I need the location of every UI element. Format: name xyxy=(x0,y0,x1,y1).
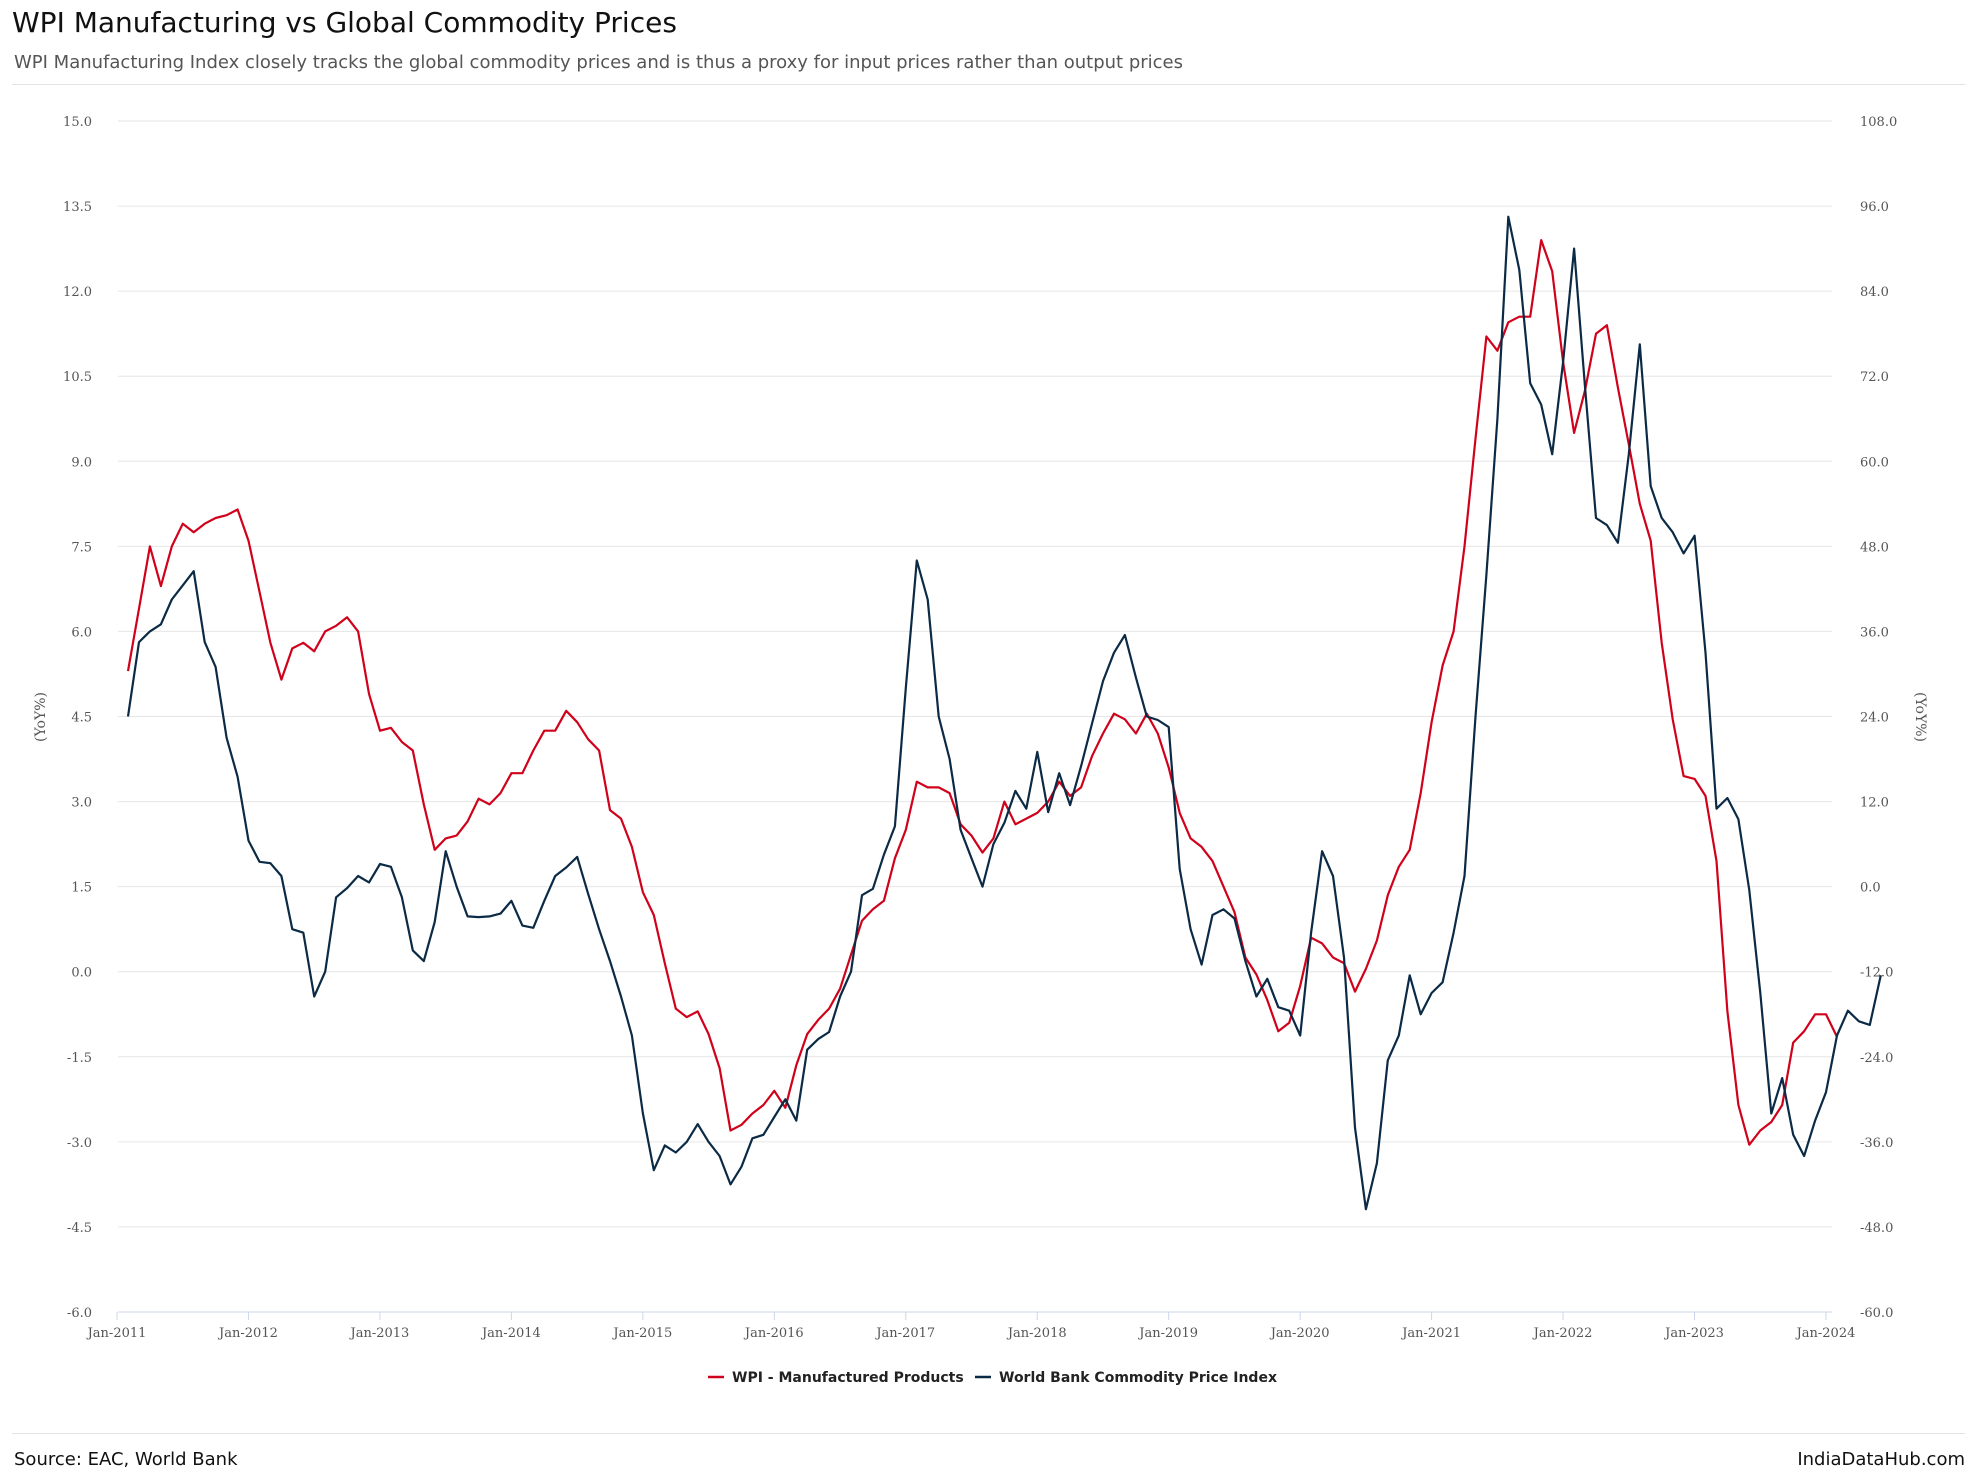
left-tick-label: -4.5 xyxy=(67,1221,92,1236)
source-note: Source: EAC, World Bank xyxy=(14,1449,238,1470)
legend-label-wpi: WPI - Manufactured Products xyxy=(732,1370,964,1386)
series-lines xyxy=(126,215,1882,1211)
right-tick-label: 72.0 xyxy=(1860,370,1889,385)
left-axis-title: (YoY%) xyxy=(33,692,49,742)
left-axis-ticks: 15.0 13.5 12.0 10.5 9.0 7.5 6.0 4.5 3.0 1.5 0.0 -1.… xyxy=(63,115,92,1321)
right-tick-label: 24.0 xyxy=(1860,711,1889,726)
series-line-wpi xyxy=(126,239,1838,1146)
left-tick-label: 3.0 xyxy=(71,796,92,811)
right-tick-label: 96.0 xyxy=(1860,200,1889,215)
left-tick-label: -3.0 xyxy=(67,1136,92,1151)
brand-link[interactable]: IndiaDataHub.com xyxy=(1797,1449,1965,1470)
right-tick-label: -24.0 xyxy=(1860,1051,1893,1066)
legend: WPI - Manufactured Products World Bank Co… xyxy=(708,1370,1277,1386)
right-tick-label: 60.0 xyxy=(1860,455,1889,470)
left-tick-label: 13.5 xyxy=(63,200,92,215)
series-line-commodity xyxy=(126,215,1882,1211)
left-tick-label: -6.0 xyxy=(67,1306,92,1321)
x-tick-label: Jan-2019 xyxy=(1137,1326,1198,1341)
x-tick-label: Jan-2022 xyxy=(1532,1326,1593,1341)
right-tick-label: -60.0 xyxy=(1860,1306,1893,1321)
left-tick-label: 1.5 xyxy=(71,881,92,896)
x-tick-label: Jan-2020 xyxy=(1269,1326,1330,1341)
right-tick-label: -36.0 xyxy=(1860,1136,1893,1151)
right-axis-ticks: 108.0 96.0 84.0 72.0 60.0 48.0 36.0 24.0 12.0 0.0… xyxy=(1860,115,1897,1321)
left-tick-label: -1.5 xyxy=(67,1051,92,1066)
right-tick-label: 36.0 xyxy=(1860,625,1889,640)
chart-subtitle: WPI Manufacturing Index closely tracks t… xyxy=(14,52,1183,73)
left-tick-label: 15.0 xyxy=(63,115,92,130)
right-tick-label: -12.0 xyxy=(1860,966,1893,981)
x-tick-label: Jan-2018 xyxy=(1006,1326,1067,1341)
x-tick-label: Jan-2012 xyxy=(217,1326,278,1341)
right-tick-label: 0.0 xyxy=(1860,881,1881,896)
x-tick-label: Jan-2024 xyxy=(1795,1326,1856,1341)
footer-divider xyxy=(12,1433,1965,1434)
header-divider xyxy=(12,84,1965,85)
x-tick-label: Jan-2013 xyxy=(349,1326,410,1341)
gridlines xyxy=(118,120,1832,1313)
right-tick-label: 12.0 xyxy=(1860,796,1889,811)
left-tick-label: 0.0 xyxy=(71,966,92,981)
left-tick-label: 10.5 xyxy=(63,370,92,385)
x-tick-label: Jan-2021 xyxy=(1400,1326,1461,1341)
x-tick-label: Jan-2016 xyxy=(743,1326,804,1341)
right-axis-title: (YoY%) xyxy=(1912,692,1928,742)
x-tick-label: Jan-2023 xyxy=(1663,1326,1724,1341)
right-tick-label: -48.0 xyxy=(1860,1221,1893,1236)
legend-item-wpi[interactable]: WPI - Manufactured Products xyxy=(708,1370,964,1386)
right-tick-label: 84.0 xyxy=(1860,285,1889,300)
left-tick-label: 9.0 xyxy=(71,455,92,470)
right-tick-label: 108.0 xyxy=(1860,115,1897,130)
legend-label-commodity: World Bank Commodity Price Index xyxy=(999,1370,1277,1386)
chart-title: WPI Manufacturing vs Global Commodity Pr… xyxy=(12,6,677,39)
right-tick-label: 48.0 xyxy=(1860,540,1889,555)
x-tick-label: Jan-2014 xyxy=(480,1326,541,1341)
x-tick-label: Jan-2011 xyxy=(86,1326,147,1341)
legend-item-commodity[interactable]: World Bank Commodity Price Index xyxy=(975,1370,1277,1386)
x-tick-label: Jan-2015 xyxy=(611,1326,672,1341)
left-tick-label: 7.5 xyxy=(71,540,92,555)
x-axis: Jan-2011 Jan-2012 Jan-2013 Jan-2014 Jan-2015… xyxy=(86,1311,1856,1341)
left-tick-label: 12.0 xyxy=(63,285,92,300)
x-tick-label: Jan-2017 xyxy=(874,1326,935,1341)
left-tick-label: 6.0 xyxy=(71,625,92,640)
left-tick-label: 4.5 xyxy=(71,711,92,726)
